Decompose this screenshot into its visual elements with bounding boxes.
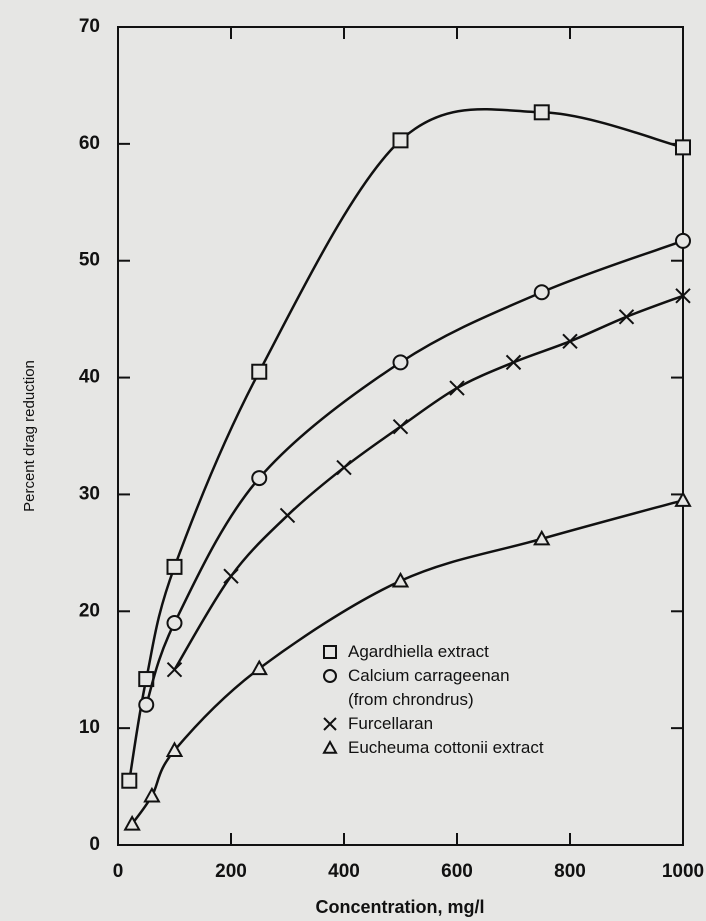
marker xyxy=(165,741,184,757)
marker xyxy=(336,459,352,476)
marker xyxy=(533,284,550,301)
marker xyxy=(143,786,161,803)
marker xyxy=(675,232,691,249)
marker xyxy=(123,814,141,831)
y-axis-label: Percent drag reduction xyxy=(21,360,38,512)
legend-label: Eucheuma cottonii extract xyxy=(348,738,544,757)
marker xyxy=(279,507,296,524)
series-line xyxy=(173,294,684,671)
marker xyxy=(392,418,409,435)
marker xyxy=(675,139,691,156)
y-tick-label: 60 xyxy=(79,133,100,154)
marker xyxy=(166,614,183,631)
marker xyxy=(391,571,410,588)
marker xyxy=(121,772,138,789)
y-tick-label: 70 xyxy=(79,16,100,37)
legend: Agardhiella extract Calcium carrageenan (… xyxy=(322,640,544,760)
marker xyxy=(166,558,183,575)
legend-entry: Agardhiella extract xyxy=(322,640,544,664)
marker xyxy=(533,529,551,546)
marker xyxy=(392,132,409,149)
marker xyxy=(674,491,692,507)
marker xyxy=(223,568,239,584)
y-tick-label: 50 xyxy=(79,250,100,271)
legend-icon xyxy=(323,669,337,683)
x-tick-label: 0 xyxy=(113,861,124,882)
x-axis-label: Concentration, mg/l xyxy=(315,897,484,917)
x-tick-label: 400 xyxy=(328,861,360,882)
x-tick-label: 600 xyxy=(441,861,473,882)
legend-entry: Calcium carrageenan (from chrondrus) xyxy=(322,664,544,712)
x-tick-label: 200 xyxy=(215,861,247,882)
y-tick-label: 0 xyxy=(89,834,100,855)
y-tick-label: 30 xyxy=(79,483,100,504)
marker xyxy=(449,380,465,396)
y-tick-label: 40 xyxy=(79,367,100,388)
marker xyxy=(675,288,691,304)
y-tick-label: 10 xyxy=(79,717,100,738)
marker xyxy=(166,662,183,678)
marker xyxy=(562,333,578,350)
x-tick-label: 1000 xyxy=(662,861,704,882)
legend-label: Furcellaran xyxy=(348,714,434,733)
series-line xyxy=(145,239,684,706)
legend-label: Agardhiella extract xyxy=(348,642,489,661)
x-tick-label: 800 xyxy=(554,861,586,882)
marker xyxy=(323,669,337,683)
legend-entry: Eucheuma cottonii extract xyxy=(322,736,544,760)
marker xyxy=(323,645,337,659)
marker xyxy=(251,363,268,380)
y-tick-label: 20 xyxy=(79,600,100,621)
marker xyxy=(392,354,409,371)
legend-icon xyxy=(323,645,337,659)
marker xyxy=(533,104,550,121)
marker xyxy=(505,354,522,371)
marker xyxy=(323,717,337,731)
marker xyxy=(138,696,155,713)
marker xyxy=(251,470,268,487)
legend-label: Calcium carrageenan (from chrondrus) xyxy=(348,666,510,709)
plot-frame xyxy=(117,26,684,846)
series-line xyxy=(131,499,684,825)
legend-icon xyxy=(323,717,337,731)
legend-icon xyxy=(322,740,338,754)
marker xyxy=(322,740,338,754)
marker xyxy=(618,309,635,325)
legend-entry: Furcellaran xyxy=(322,712,544,736)
marker xyxy=(250,659,268,676)
